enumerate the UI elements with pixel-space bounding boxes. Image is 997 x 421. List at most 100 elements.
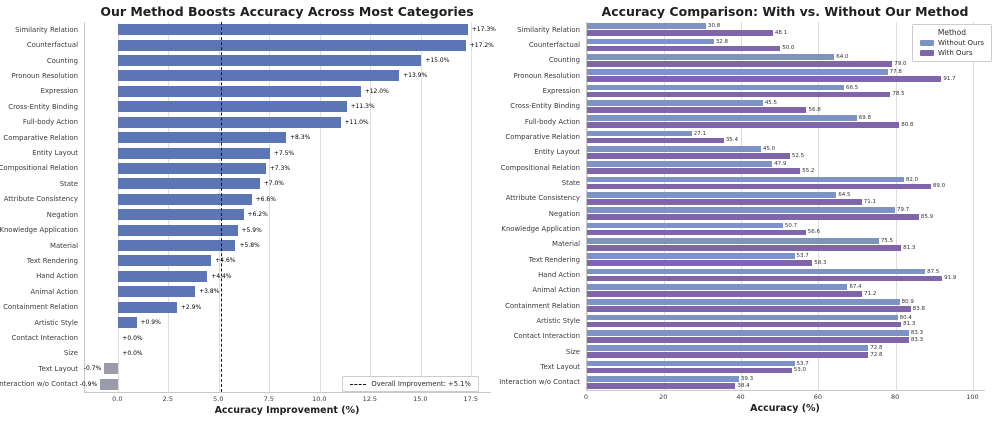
bar-value-label: 38.4 [737,382,750,389]
bar-value-label: 85.9 [920,214,934,221]
with-ours-bar [587,321,902,328]
bar-value-label: 80.4 [899,314,912,321]
left-x-axis-label: Accuracy Improvement (%) [214,405,360,416]
category-label: State [561,179,580,187]
bar-value-label: 53.7 [796,360,809,367]
category-label: Entity Layout [534,148,580,157]
category-label: Material [552,240,580,249]
improvement-bar [118,301,177,313]
comparison-chart: Accuracy Comparison: With vs. Without Ou… [499,0,997,421]
x-tick-label: 60 [813,393,822,401]
bar-value-label: 35.4 [725,137,739,144]
category-label: Hand Action [36,272,78,281]
bar-value-label: +0.9% [140,319,161,327]
gridline [741,22,743,390]
bar-value-label: 72.8 [870,352,883,359]
bar-value-label: 79.0 [894,60,907,67]
category-label: Pronoun Resolution [11,71,78,80]
without-ours-bar [587,222,783,229]
with-ours-bar [587,91,891,98]
without-ours-bar [587,330,909,336]
bar-value-label: 91.7 [943,76,956,83]
category-label: Pronoun Resolution [513,71,580,80]
x-tick-label: 100 [966,393,979,401]
category-label: Counterfactual [26,41,78,50]
gridline [818,22,820,390]
bar-value-label: 48.1 [774,30,788,37]
bar-value-label: 50.7 [784,222,798,229]
bar-value-label: +11.0% [344,118,369,126]
category-label: Attribute Consistency [3,195,78,204]
bar-value-label: 83.8 [912,306,926,313]
improvement-bar [118,55,422,67]
improvement-bar [118,116,341,128]
category-label: Containment Relation [3,303,78,312]
improvement-bar [118,132,286,144]
bar-value-label: 53.0 [793,367,807,374]
improvement-bar [118,178,260,190]
without-ours-bar [587,176,904,183]
bar-value-label: 91.9 [944,275,957,282]
without-ours-bar [587,23,706,30]
gridline [972,22,974,390]
without-ours-bar [587,284,848,290]
improvement-bar [118,162,266,174]
bar-value-label: +7.5% [273,149,295,157]
category-label: Compositional Relation [0,164,78,173]
with-ours-bar [587,183,931,190]
with-ours-bar [587,137,724,144]
bar-value-label: +7.3% [269,164,291,172]
improvement-bar [118,147,270,159]
without-ours-bar [587,376,739,382]
bar-value-label: 66.5 [845,84,859,91]
gridline [663,22,665,390]
left-x-axis: 0.0 2.5 5.0 7.5 10.0 12.5 15.0 17.5 [84,395,490,405]
with-ours-swatch-icon [919,50,934,56]
category-label: Material [50,241,78,250]
bar-value-label: +8.3% [289,134,311,142]
x-tick-label: 20 [659,393,668,401]
with-ours-bar [587,76,942,82]
gridline [471,22,473,392]
category-label: Text Rendering [26,256,78,265]
with-ours-bar [587,275,943,282]
without-ours-bar [587,238,879,244]
without-ours-bar [587,38,714,45]
category-label: Size [565,347,580,356]
category-label: Counting [46,56,78,65]
x-tick-label: 5.0 [213,395,224,403]
category-label: Similarity Relation [15,25,78,34]
category-label: Knowledge Application [0,226,78,235]
with-ours-bar [587,244,902,251]
with-ours-bar [587,168,801,174]
category-label: Expression [40,87,78,96]
category-label: State [59,179,78,188]
category-label: Attribute Consistency [505,194,580,203]
gridline [269,22,271,392]
bar-value-label: 67.4 [849,283,862,290]
bar-value-label: 45.0 [762,145,776,152]
without-ours-bar [587,100,763,106]
right-chart-title: Accuracy Comparison: With vs. Without Ou… [601,4,969,19]
bar-value-label: +12.0% [364,87,389,95]
category-label: Entity Layout [32,149,78,158]
bar-value-label: +6.6% [255,195,276,203]
bar-value-label: 81.3 [903,321,916,328]
x-tick-label: 40 [736,393,745,401]
category-label: Cross-Entity Binding [510,102,580,111]
with-ours-bar [587,382,736,389]
bar-value-label: 52.5 [791,152,805,159]
bar-value-label: -0.9% [79,380,98,388]
bar-value-label: 71.2 [864,290,877,297]
right-plot-area: 30.8 48.1 32.8 50.0 64.0 79.0 77.8 91.7 66.5 78.5… [586,22,985,391]
with-ours-bar [587,352,869,358]
bar-value-label: +0.0% [122,334,143,342]
improvement-bar [118,224,238,236]
bar-value-label: 55.2 [802,168,815,175]
x-tick-label: 12.5 [362,395,378,403]
bar-value-label: 82.0 [905,176,919,183]
bar-value-label: 27.1 [693,130,706,137]
without-ours-bar [587,146,761,152]
with-ours-bar [587,214,919,220]
without-ours-bar [587,130,692,137]
